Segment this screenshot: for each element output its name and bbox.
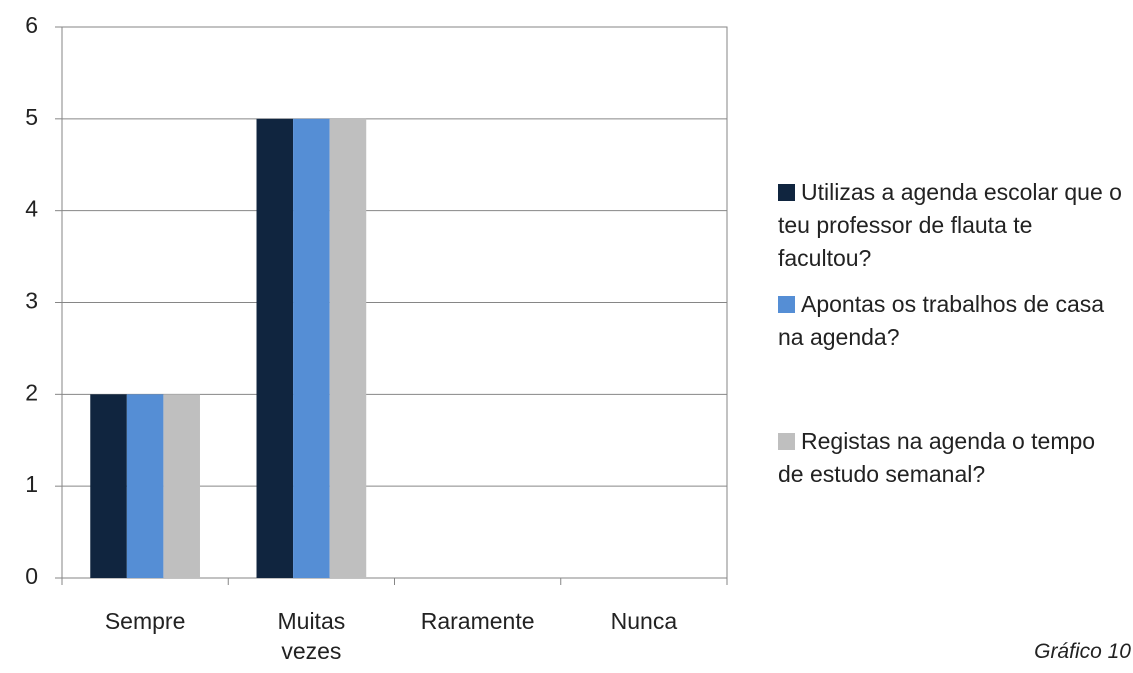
legend-swatch: [778, 433, 795, 450]
y-tick-label: 2: [25, 379, 38, 405]
legend-swatch: [778, 296, 795, 313]
legend-item: Registas na agenda o tempo de estudo sem…: [778, 425, 1123, 491]
x-tick-label: Muitas vezes: [277, 608, 346, 664]
y-tick-label: 0: [25, 563, 38, 589]
bar: [329, 118, 367, 578]
legend-label: Apontas os trabalhos de casa na agenda?: [778, 291, 1105, 350]
x-tick-label: Raramente: [420, 608, 535, 634]
legend-swatch: [778, 184, 795, 201]
y-tick-label: 6: [25, 12, 38, 38]
y-tick-label: 1: [25, 471, 38, 497]
legend-label: Utilizas a agenda escolar que o teu prof…: [778, 179, 1122, 271]
bar: [163, 394, 200, 578]
bar: [256, 118, 294, 578]
caption: Gráfico 10: [1034, 640, 1131, 663]
bar: [126, 394, 164, 578]
bar: [90, 394, 127, 578]
x-tick-label: Nunca: [610, 608, 678, 634]
bar: [293, 118, 330, 578]
legend-item: Utilizas a agenda escolar que o teu prof…: [778, 176, 1123, 275]
legend-label: Registas na agenda o tempo de estudo sem…: [778, 428, 1096, 487]
y-tick-label: 4: [25, 196, 38, 222]
y-tick-label: 3: [25, 288, 38, 314]
x-tick-label: Sempre: [104, 608, 186, 634]
legend-item: Apontas os trabalhos de casa na agenda?: [778, 288, 1123, 354]
y-tick-label: 5: [25, 104, 38, 130]
